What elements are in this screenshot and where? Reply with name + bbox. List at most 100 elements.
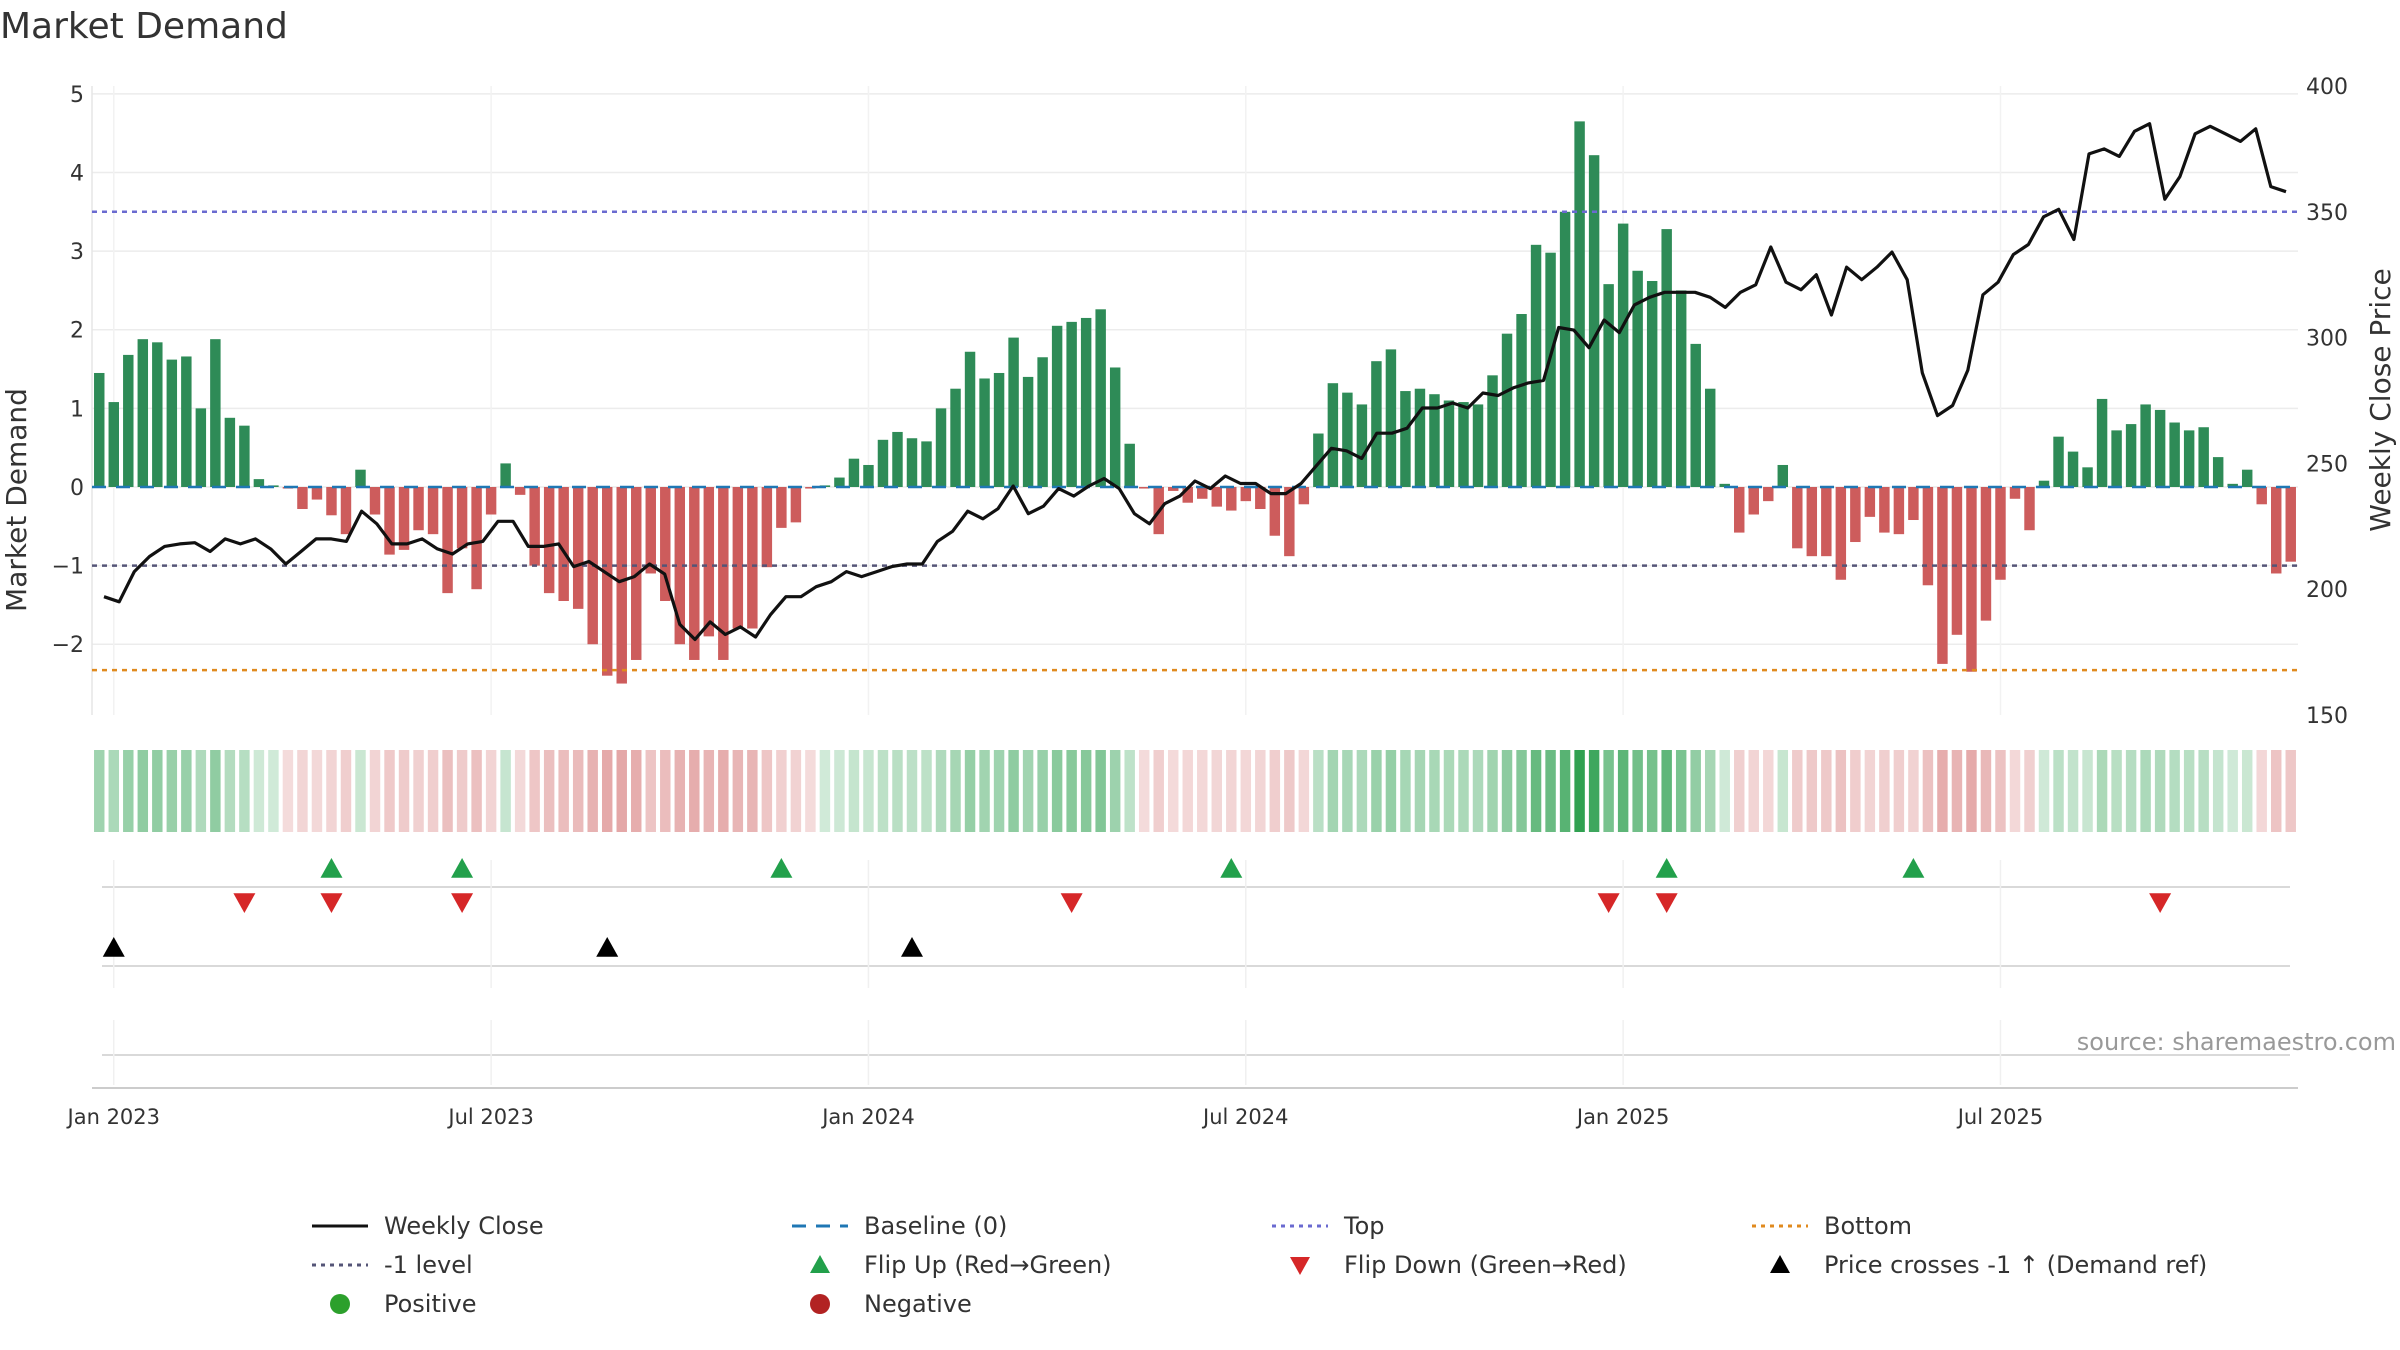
positive-bar <box>2169 422 2180 487</box>
positive-bar <box>2183 430 2195 487</box>
heat-cell <box>195 750 207 832</box>
positive-bar <box>1109 367 1121 487</box>
positive-bar <box>979 378 990 487</box>
negative-bar <box>1138 486 1150 489</box>
heat-cell <box>950 750 961 832</box>
negative-bar <box>340 486 352 535</box>
heat-cell <box>94 750 105 832</box>
heat-cell <box>456 750 468 832</box>
heat-cell <box>1443 750 1455 832</box>
heat-cell <box>1080 750 1092 832</box>
negative-bar <box>311 486 323 500</box>
heat-cell <box>210 750 221 832</box>
heat-cell <box>1908 750 1919 832</box>
right-tick-label: 300 <box>2306 327 2348 352</box>
negative-bar <box>384 486 395 555</box>
legend-item: -1 level <box>310 1251 473 1279</box>
left-tick-label: 0 <box>70 476 84 501</box>
heat-cell <box>1748 750 1759 832</box>
left-tick-label: −2 <box>52 633 84 658</box>
negative-bar <box>529 486 540 566</box>
positive-bar <box>950 388 961 487</box>
heat-cell <box>935 750 947 832</box>
heat-cell <box>1603 750 1614 832</box>
legend-swatch <box>1290 1257 1310 1275</box>
x-tick-label: Jul 2024 <box>1201 1105 1288 1129</box>
heat-cell <box>1124 750 1135 832</box>
heat-cell <box>1763 750 1774 832</box>
positive-bar <box>1704 388 1716 487</box>
legend-label: Bottom <box>1824 1212 1913 1240</box>
flip-down-marker <box>1597 893 1620 913</box>
positive-bar <box>2125 424 2137 487</box>
heat-cell <box>1719 750 1730 832</box>
weekly-close-line <box>103 122 2287 642</box>
heat-cell <box>1182 750 1193 832</box>
positive-bar <box>224 417 236 487</box>
legend-item: Price crosses -1 ↑ (Demand ref) <box>1750 1251 2207 1279</box>
right-tick-label: 200 <box>2306 578 2348 603</box>
heat-cell <box>1821 750 1832 832</box>
flip-down-marker <box>1060 893 1083 913</box>
positive-bar <box>253 479 265 487</box>
heat-cell <box>1632 750 1643 832</box>
positive-bar <box>1617 223 1629 487</box>
negative-bar <box>1168 486 1179 491</box>
heat-cell <box>601 750 613 832</box>
legend-item: Flip Up (Red→Green) <box>790 1251 1112 1279</box>
flip-up-marker <box>320 858 343 878</box>
positive-bar <box>2067 451 2079 487</box>
negative-bar <box>1893 486 1905 535</box>
negative-bar <box>616 486 627 684</box>
positive-bar <box>1313 433 1324 487</box>
positive-bar <box>2053 436 2064 487</box>
positive-bar <box>1124 443 1135 487</box>
heat-cell <box>413 750 424 832</box>
heat-cell <box>2024 750 2035 832</box>
positive-bar <box>2140 404 2151 487</box>
legend-label: Baseline (0) <box>864 1212 1008 1240</box>
positive-bar <box>166 359 178 487</box>
heat-cell <box>790 750 802 832</box>
negative-bar <box>1908 486 1919 521</box>
heat-cell <box>1313 750 1324 832</box>
legend-swatch <box>312 1224 368 1228</box>
negative-bar <box>776 486 787 528</box>
negative-bar <box>558 486 569 601</box>
positive-bar <box>108 402 119 487</box>
legend-label: Positive <box>384 1290 477 1318</box>
positive-bar <box>1022 376 1034 487</box>
positive-bar <box>137 339 149 487</box>
legend-label: Top <box>1344 1212 1385 1240</box>
left-tick-label: 2 <box>70 319 84 344</box>
right-tick-label: 250 <box>2306 452 2348 477</box>
heat-cell <box>964 750 976 832</box>
heat-cell <box>2067 750 2079 832</box>
heat-cell <box>427 750 439 832</box>
negative-bar <box>1821 486 1832 557</box>
negative-bar <box>326 486 337 516</box>
negative-bar <box>572 486 584 609</box>
heat-cell <box>703 750 715 832</box>
heat-cell <box>819 750 831 832</box>
negative-bar <box>718 486 729 660</box>
positive-bar <box>2212 457 2224 487</box>
positive-bar <box>921 441 932 487</box>
heat-cell <box>2111 750 2122 832</box>
heat-cell <box>1037 750 1048 832</box>
heat-cell <box>877 750 889 832</box>
x-tick-label: Jul 2025 <box>1956 1105 2043 1129</box>
heat-cell <box>2212 750 2224 832</box>
heat-cell <box>181 750 192 832</box>
negative-bar <box>1226 486 1237 511</box>
heat-cell <box>558 750 569 832</box>
positive-bar <box>906 438 918 487</box>
heat-cell <box>674 750 686 832</box>
legend-label: -1 level <box>384 1251 473 1279</box>
positive-bar <box>1559 211 1571 487</box>
heat-cell <box>2096 750 2108 832</box>
positive-bar <box>863 464 874 487</box>
heat-cell <box>2256 750 2267 832</box>
negative-bar <box>660 486 671 601</box>
positive-bar <box>1037 357 1048 487</box>
